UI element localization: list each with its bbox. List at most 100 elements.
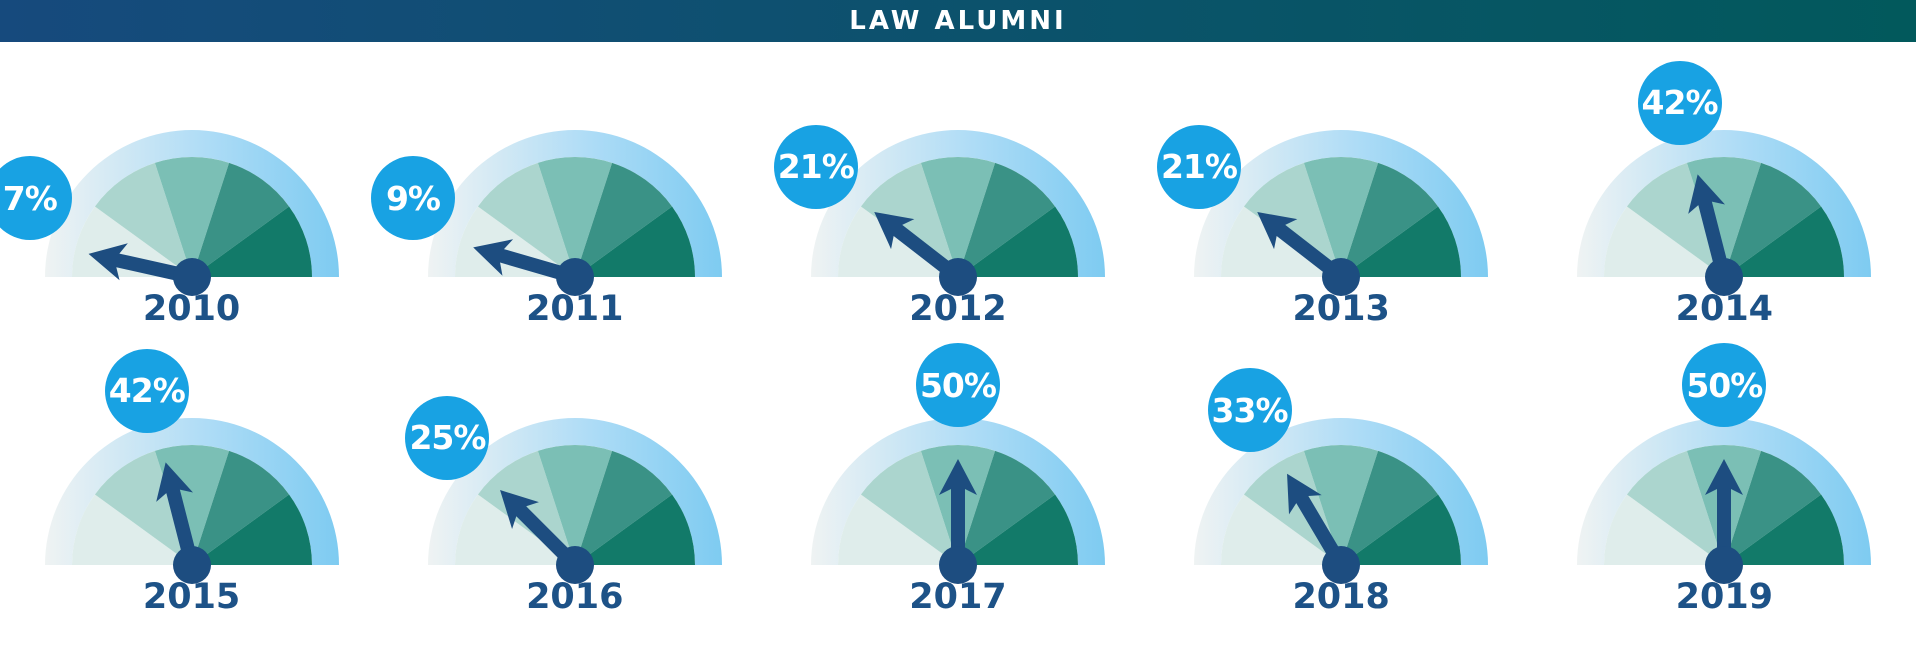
gauge-arc-ring: [810, 418, 1105, 565]
gauge-segment-4: [957, 162, 1056, 277]
gauge-segment-5: [191, 206, 312, 277]
value-badge: 21%: [1156, 124, 1241, 209]
gauge-hub-icon: [555, 258, 594, 296]
year-label: 2010: [142, 289, 241, 329]
gauge-needle-icon: [1287, 473, 1350, 573]
gauge-hub-icon: [172, 546, 211, 584]
gauge-segment-4: [1341, 450, 1439, 565]
gauge-hub-icon: [938, 258, 977, 296]
gauge-segment-4: [1724, 450, 1822, 565]
gauge-hub-icon: [1322, 258, 1361, 296]
gauge-dial: [427, 418, 722, 584]
gauge-segment-3: [537, 444, 612, 565]
value-badge: 9%: [370, 156, 455, 241]
value-badge-label: 33%: [1211, 390, 1289, 430]
gauge-segment-4: [191, 450, 289, 565]
gauge-cell-2016: 25% 2016: [383, 330, 766, 618]
value-badge-label: 50%: [1686, 365, 1763, 405]
gauge-segment-1: [1221, 494, 1342, 565]
value-badge-label: 42%: [1641, 83, 1719, 123]
gauge-segment-5: [1724, 494, 1845, 565]
value-badge-label: 25%: [409, 418, 486, 458]
gauge-arc-ring: [1194, 130, 1489, 277]
gauge-segment-4: [574, 450, 672, 565]
gauge-segment-4: [191, 162, 289, 277]
gauge-needle-icon: [472, 239, 581, 285]
gauge-arc-ring: [44, 130, 339, 277]
gauge-segment-5: [1341, 206, 1462, 277]
gauge-cell-2019: 50% 2019: [1533, 330, 1916, 618]
gauge-cell-2010: 7% 2010: [0, 42, 383, 330]
gauge-arc-ring: [44, 418, 339, 565]
header-banner: LAW ALUMNI: [0, 0, 1916, 42]
gauge-dial: [44, 418, 339, 584]
gauge-segment-1: [454, 494, 575, 565]
gauges-grid: 7% 2010 9% 2011 21%: [0, 42, 1916, 618]
gauge-dial: [810, 130, 1105, 296]
gauge-segment-5: [574, 206, 695, 277]
value-badge: 21%: [773, 124, 858, 209]
gauge-dial: [1194, 418, 1489, 584]
gauge-segment-1: [1604, 494, 1725, 565]
gauge-cell-2018: 33% 2018: [1150, 330, 1533, 618]
gauge-needle-icon: [938, 459, 977, 569]
gauge-segment-5: [1341, 494, 1462, 565]
gauge-cell-2012: 21% 2012: [766, 42, 1149, 330]
gauge-row-1: 7% 2010 9% 2011 21%: [0, 42, 1916, 330]
gauge-arc-ring: [427, 418, 722, 565]
year-label: 2018: [1292, 577, 1390, 617]
value-badge: 33%: [1207, 368, 1292, 453]
gauge-hub-icon: [555, 546, 594, 584]
gauge-segment-3: [537, 156, 612, 277]
value-badge-label: 50%: [919, 365, 997, 405]
gauge-cell-2013: 21% 2013: [1150, 42, 1533, 330]
gauge-segment-3: [1304, 444, 1379, 565]
gauge-hub-icon: [1705, 258, 1744, 296]
gauge-segment-2: [94, 450, 192, 565]
gauge-segment-5: [957, 494, 1078, 565]
gauge-segment-3: [154, 156, 229, 277]
gauge-arc-ring: [810, 130, 1105, 277]
value-badge: 42%: [104, 348, 189, 433]
year-label: 2015: [142, 577, 241, 617]
gauge-cell-2017: 50% 2017: [766, 330, 1149, 618]
gauge-segment-5: [957, 206, 1078, 277]
gauge-hub-icon: [1705, 546, 1744, 584]
value-badge: 50%: [915, 343, 1000, 427]
gauge-dial: [1194, 130, 1489, 296]
gauge-segment-1: [837, 494, 958, 565]
gauge-row-2: 42% 2015 25% 2016 50%: [0, 330, 1916, 618]
year-label: 2013: [1292, 289, 1390, 329]
value-badge-label: 42%: [108, 371, 186, 411]
gauge-segment-3: [920, 156, 996, 277]
gauge-segment-2: [860, 450, 958, 565]
gauge-segment-1: [454, 206, 575, 277]
gauge-needle-icon: [88, 243, 198, 285]
year-label: 2017: [909, 577, 1007, 617]
gauge-cell-2014: 42% 2014: [1533, 42, 1916, 330]
gauge-arc-ring: [1577, 130, 1872, 277]
gauge-segment-3: [1304, 156, 1379, 277]
year-label: 2016: [526, 577, 624, 617]
value-badge: 50%: [1682, 343, 1767, 427]
year-label: 2012: [909, 289, 1007, 329]
gauge-segment-4: [957, 450, 1056, 565]
gauge-segment-1: [1604, 206, 1725, 277]
value-badge-label: 21%: [777, 147, 855, 187]
gauge-needle-icon: [1705, 459, 1744, 569]
gauge-segment-5: [1724, 206, 1845, 277]
gauge-hub-icon: [1322, 546, 1361, 584]
gauge-dial: [810, 418, 1105, 584]
gauge-cell-2011: 9% 2011: [370, 42, 766, 330]
gauge-dial: [427, 130, 722, 296]
gauge-segment-4: [1724, 162, 1822, 277]
value-badge: 25%: [405, 395, 490, 480]
value-badge-label: 9%: [385, 178, 441, 218]
value-badge-label: 7%: [2, 178, 58, 218]
gauge-cell-2015: 42% 2015: [0, 330, 383, 618]
gauge-dial: [44, 130, 339, 296]
value-badge: 42%: [1637, 60, 1722, 145]
gauge-dial: [1577, 418, 1872, 584]
gauge-needle-icon: [1688, 174, 1733, 283]
